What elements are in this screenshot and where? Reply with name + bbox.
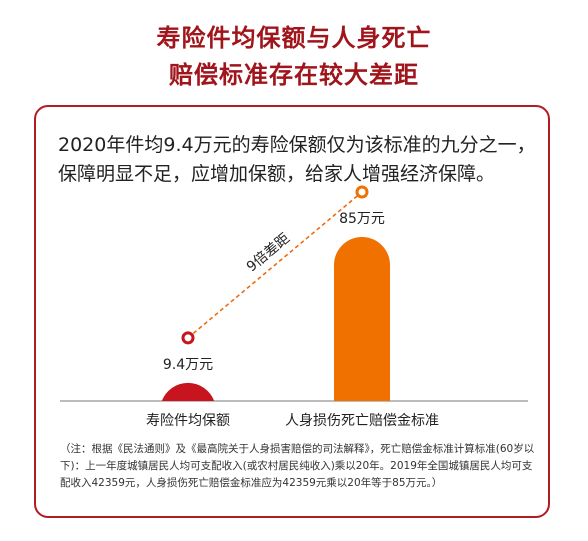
content-card (34, 105, 550, 518)
footnote: （注：根据《民法通则》及《最高院关于人身损害赔偿的司法解释》，死亡赔偿金标准计算… (60, 443, 535, 489)
data-label-2: 85万元 (339, 211, 385, 227)
gap-annotation: 9倍差距 (244, 230, 293, 275)
bar-1 (161, 382, 215, 401)
value-marker-2 (355, 185, 369, 199)
page-title-line-1: 寿险件均保额与人身死亡 (156, 24, 432, 52)
page-title-line-2: 赔偿标准存在较大差距 (169, 61, 419, 89)
summary-text: 2020年件均9.4万元的寿险保额仅为该标准的九分之一，保障明显不足，应增加保额… (58, 134, 536, 185)
gap-connector-line (187, 191, 363, 339)
value-marker-1 (181, 331, 195, 345)
data-label-1: 9.4万元 (163, 357, 213, 373)
category-label-2: 人身损伤死亡赔偿金标准 (285, 413, 439, 429)
bar-2 (334, 237, 390, 401)
category-label-1: 寿险件均保额 (146, 412, 230, 429)
